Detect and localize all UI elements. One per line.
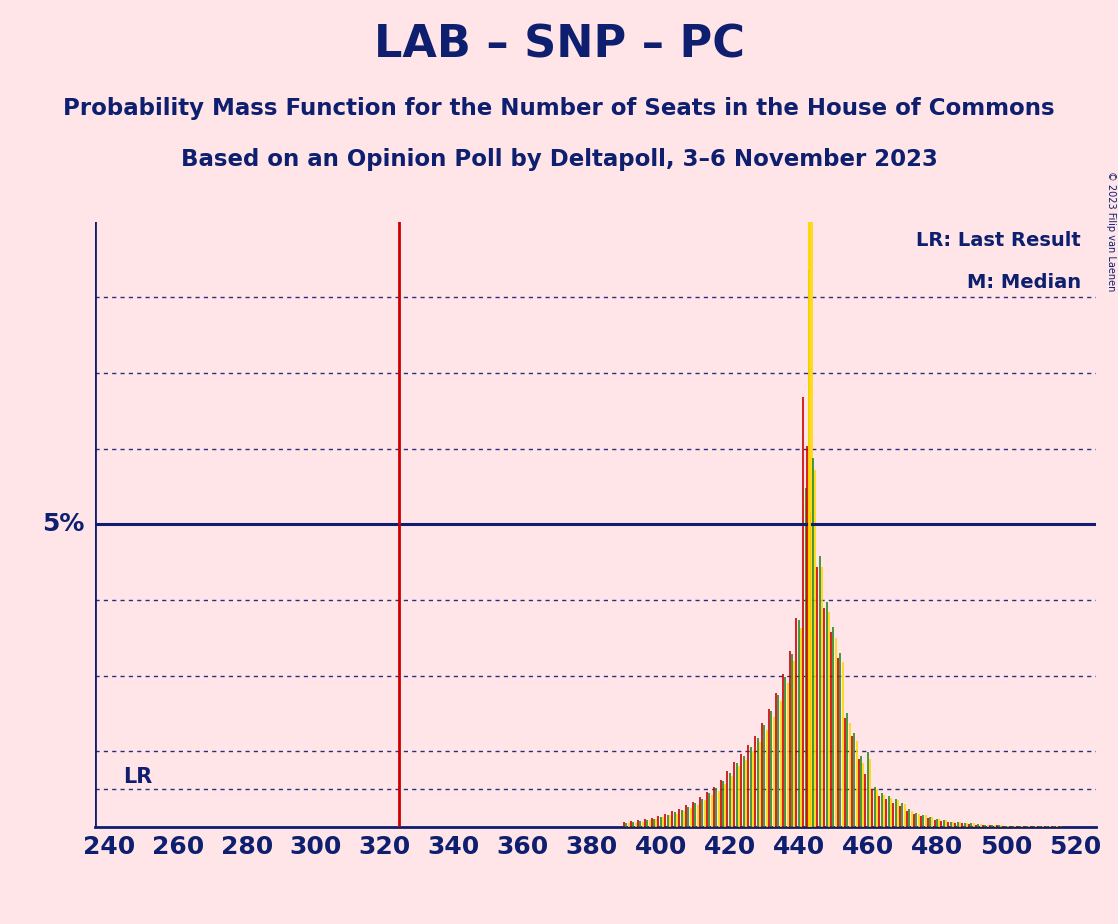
- Text: © 2023 Filip van Laenen: © 2023 Filip van Laenen: [1106, 171, 1116, 291]
- Text: LAB – SNP – PC: LAB – SNP – PC: [373, 23, 745, 67]
- Text: Probability Mass Function for the Number of Seats in the House of Commons: Probability Mass Function for the Number…: [64, 97, 1054, 120]
- Text: 5%: 5%: [42, 513, 85, 536]
- Text: LR: Last Result: LR: Last Result: [916, 231, 1081, 249]
- Text: M: Median: M: Median: [966, 274, 1081, 292]
- Text: LR: LR: [123, 767, 152, 786]
- Text: Based on an Opinion Poll by Deltapoll, 3–6 November 2023: Based on an Opinion Poll by Deltapoll, 3…: [181, 148, 937, 171]
